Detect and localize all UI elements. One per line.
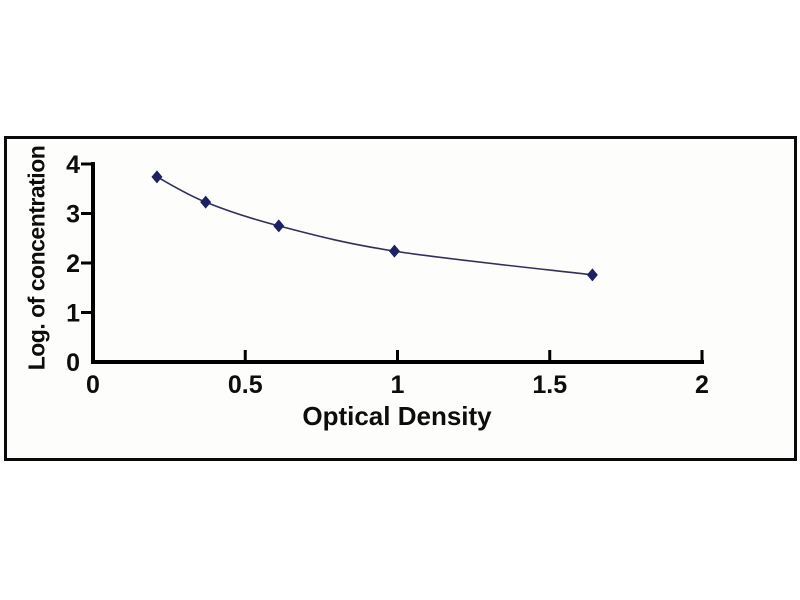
y-tick-label: 3	[66, 201, 80, 229]
data-point-marker	[388, 244, 400, 258]
y-axis-title: Log. of concentration	[23, 145, 50, 371]
x-tick-label: 1	[391, 371, 405, 399]
chart-frame	[4, 136, 797, 461]
data-point-marker	[586, 268, 598, 282]
y-tick-label: 1	[66, 300, 80, 328]
x-tick-label: 0.5	[228, 371, 263, 399]
curve-line	[156, 176, 593, 276]
data-point-marker	[151, 170, 163, 184]
x-tick-label: 2	[695, 371, 709, 399]
x-axis-title: Optical Density	[302, 401, 492, 431]
y-tick-label: 0	[66, 349, 80, 377]
data-point-marker	[273, 219, 285, 233]
x-tick-label: 0	[86, 371, 100, 399]
y-tick-label: 4	[66, 151, 80, 179]
y-tick-label: 2	[66, 250, 80, 278]
x-tick-label: 1.5	[532, 371, 567, 399]
data-point-marker	[200, 195, 212, 209]
